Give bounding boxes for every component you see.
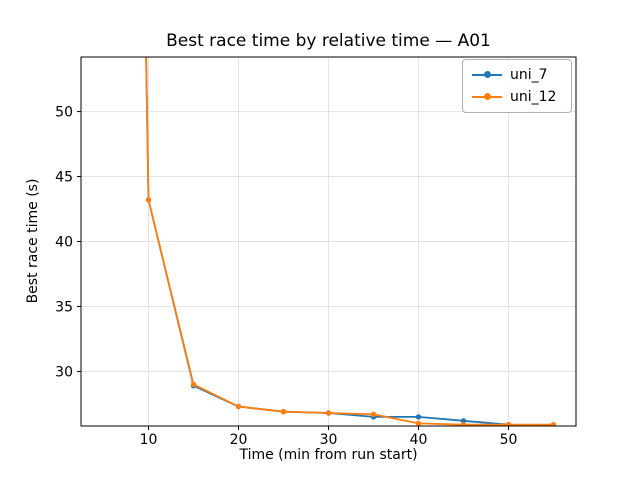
- x-tick-label: 50: [500, 432, 518, 448]
- x-tick-label: 10: [140, 432, 158, 448]
- legend-entry-uni_7: uni_7: [472, 65, 562, 84]
- data-point-marker: [505, 422, 512, 426]
- y-tick-label: 30: [55, 364, 73, 380]
- data-point-marker: [370, 411, 377, 417]
- x-tick-label: 40: [410, 432, 428, 448]
- data-point-marker: [460, 422, 467, 426]
- y-tick-label: 50: [55, 105, 73, 121]
- data-point-marker: [325, 410, 332, 416]
- x-axis-ticks: 10 20 30 40 50: [140, 426, 518, 448]
- y-axis-ticks: 30 35 40 45 50: [55, 105, 81, 380]
- legend-line-sample: [472, 70, 502, 80]
- x-axis-title: Time (min from run start): [239, 447, 418, 463]
- data-point-marker: [190, 381, 197, 388]
- legend-entry-uni_12: uni_12: [472, 87, 562, 106]
- y-tick-label: 40: [55, 235, 73, 251]
- legend-label: uni_12: [510, 88, 557, 105]
- y-tick-label: 45: [55, 170, 73, 186]
- data-point-marker: [145, 197, 152, 203]
- legend: uni_7 uni_12: [462, 59, 572, 113]
- data-point-marker: [280, 409, 287, 415]
- data-point-marker: [460, 418, 467, 424]
- x-tick-label: 20: [230, 432, 248, 448]
- y-tick-label: 35: [55, 299, 73, 315]
- data-point-marker: [415, 414, 422, 420]
- data-point-marker: [415, 420, 422, 426]
- data-point-marker: [550, 422, 557, 426]
- x-tick-label: 30: [320, 432, 338, 448]
- legend-line-sample: [472, 92, 502, 102]
- series-uni_12: [145, 57, 557, 426]
- chart-title: Best race time by relative time — A01: [166, 31, 491, 51]
- legend-label: uni_7: [510, 66, 548, 83]
- data-point-marker: [235, 403, 242, 410]
- series-uni_7: [145, 57, 512, 426]
